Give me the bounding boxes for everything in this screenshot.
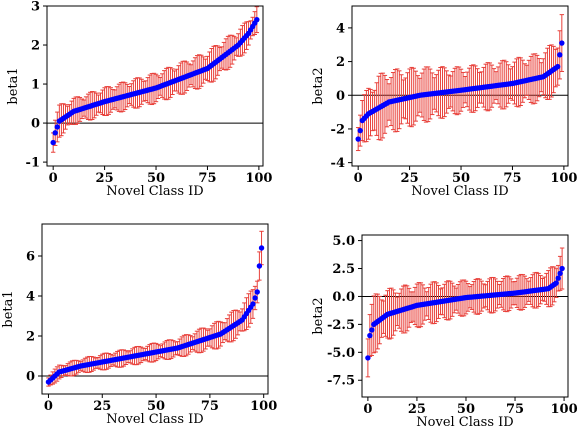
y-tick-label: 5.0 <box>332 234 355 249</box>
x-tick-label: 0 <box>363 402 372 417</box>
x-tick-label: 75 <box>506 402 524 417</box>
data-point <box>557 52 563 58</box>
y-tick-label: 4 <box>336 21 345 36</box>
x-tick-label: 50 <box>452 171 470 186</box>
x-tick-label: 75 <box>201 399 219 414</box>
panel-top-left: 0 25 50 75 100 -1 0 1 2 3 Novel Class ID beta1 <box>6 0 272 199</box>
y-tick-label: -2 <box>331 122 345 137</box>
y-tick-label: 6 <box>26 250 35 265</box>
x-tick-label: 100 <box>245 171 272 186</box>
y-axis-label: beta1 <box>1 290 16 327</box>
data-point <box>553 280 559 286</box>
x-tick-label: 0 <box>44 399 53 414</box>
data-point <box>357 127 363 134</box>
data-point <box>557 270 563 277</box>
data-point <box>367 332 373 339</box>
x-tick-label: 50 <box>147 399 165 414</box>
x-tick-label: 25 <box>401 171 419 186</box>
y-tick-label: 2 <box>336 55 345 70</box>
y-tick-label: 2 <box>26 330 35 345</box>
data-point <box>250 301 256 307</box>
data-point <box>559 40 565 46</box>
data-point <box>355 136 361 142</box>
x-tick-label: 100 <box>550 171 577 186</box>
x-tick-label: 0 <box>49 171 58 186</box>
y-axis-label: beta2 <box>311 67 326 104</box>
y-tick-label: 0.0 <box>332 290 355 305</box>
data-point <box>365 355 371 361</box>
data-point <box>258 245 265 251</box>
axes-frame <box>351 5 569 167</box>
data-point <box>555 275 561 281</box>
data-point <box>252 295 258 301</box>
x-tick-label: 50 <box>457 402 475 417</box>
y-tick-label: 2.5 <box>332 262 355 277</box>
y-tick-label: 0 <box>26 370 35 385</box>
x-axis-label: Novel Class ID <box>106 412 203 427</box>
x-axis-label: Novel Class ID <box>416 415 513 430</box>
y-axis-label: beta2 <box>311 297 326 334</box>
x-tick-label: 25 <box>408 402 426 417</box>
panel-bottom-left: 0 25 50 75 100 0 2 4 6 Novel Class ID beta1 <box>1 223 277 427</box>
data-point <box>559 265 565 272</box>
y-tick-label: 0 <box>31 117 40 132</box>
x-tick-label: 100 <box>551 402 578 417</box>
y-tick-label: 1 <box>31 78 40 93</box>
y-tick-label: -7.5 <box>327 374 355 389</box>
x-tick-label: 0 <box>354 171 363 186</box>
data-point <box>50 139 56 146</box>
axes-frame <box>46 5 264 167</box>
data-point <box>254 16 260 23</box>
y-tick-label: 0 <box>336 89 345 104</box>
panel-top-right: 0 25 50 75 100 -4 -2 0 2 4 Novel Class ID beta2 <box>311 5 577 199</box>
y-tick-label: 2 <box>31 39 40 54</box>
y-tick-label: 3 <box>31 0 40 15</box>
data-point <box>254 289 260 295</box>
x-axis-label: Novel Class ID <box>411 184 508 199</box>
data-point <box>52 130 58 136</box>
y-axis-label: beta1 <box>6 67 21 104</box>
data-point <box>54 124 60 130</box>
y-tick-label: 4 <box>26 290 35 305</box>
x-axis-label: Novel Class ID <box>106 184 203 199</box>
x-tick-label: 50 <box>147 171 165 186</box>
y-tick-label: -4 <box>331 156 345 171</box>
data-point <box>256 263 263 269</box>
x-tick-label: 75 <box>198 171 216 186</box>
x-tick-label: 75 <box>503 171 521 186</box>
panel-bottom-right: 0 25 50 75 100 -7.5 -5.0 -2.5 0.0 2.5 5.0 Novel Cla… <box>311 234 578 430</box>
y-tick-label: -2.5 <box>327 318 355 333</box>
data-point <box>555 63 561 70</box>
x-tick-label: 100 <box>250 399 277 414</box>
y-tick-label: -1 <box>26 156 40 171</box>
y-tick-label: -5.0 <box>327 346 355 361</box>
x-tick-label: 25 <box>93 399 111 414</box>
axes-frame <box>361 234 569 398</box>
x-tick-label: 25 <box>96 171 114 186</box>
axes-frame <box>41 223 269 395</box>
data-point <box>369 327 375 333</box>
